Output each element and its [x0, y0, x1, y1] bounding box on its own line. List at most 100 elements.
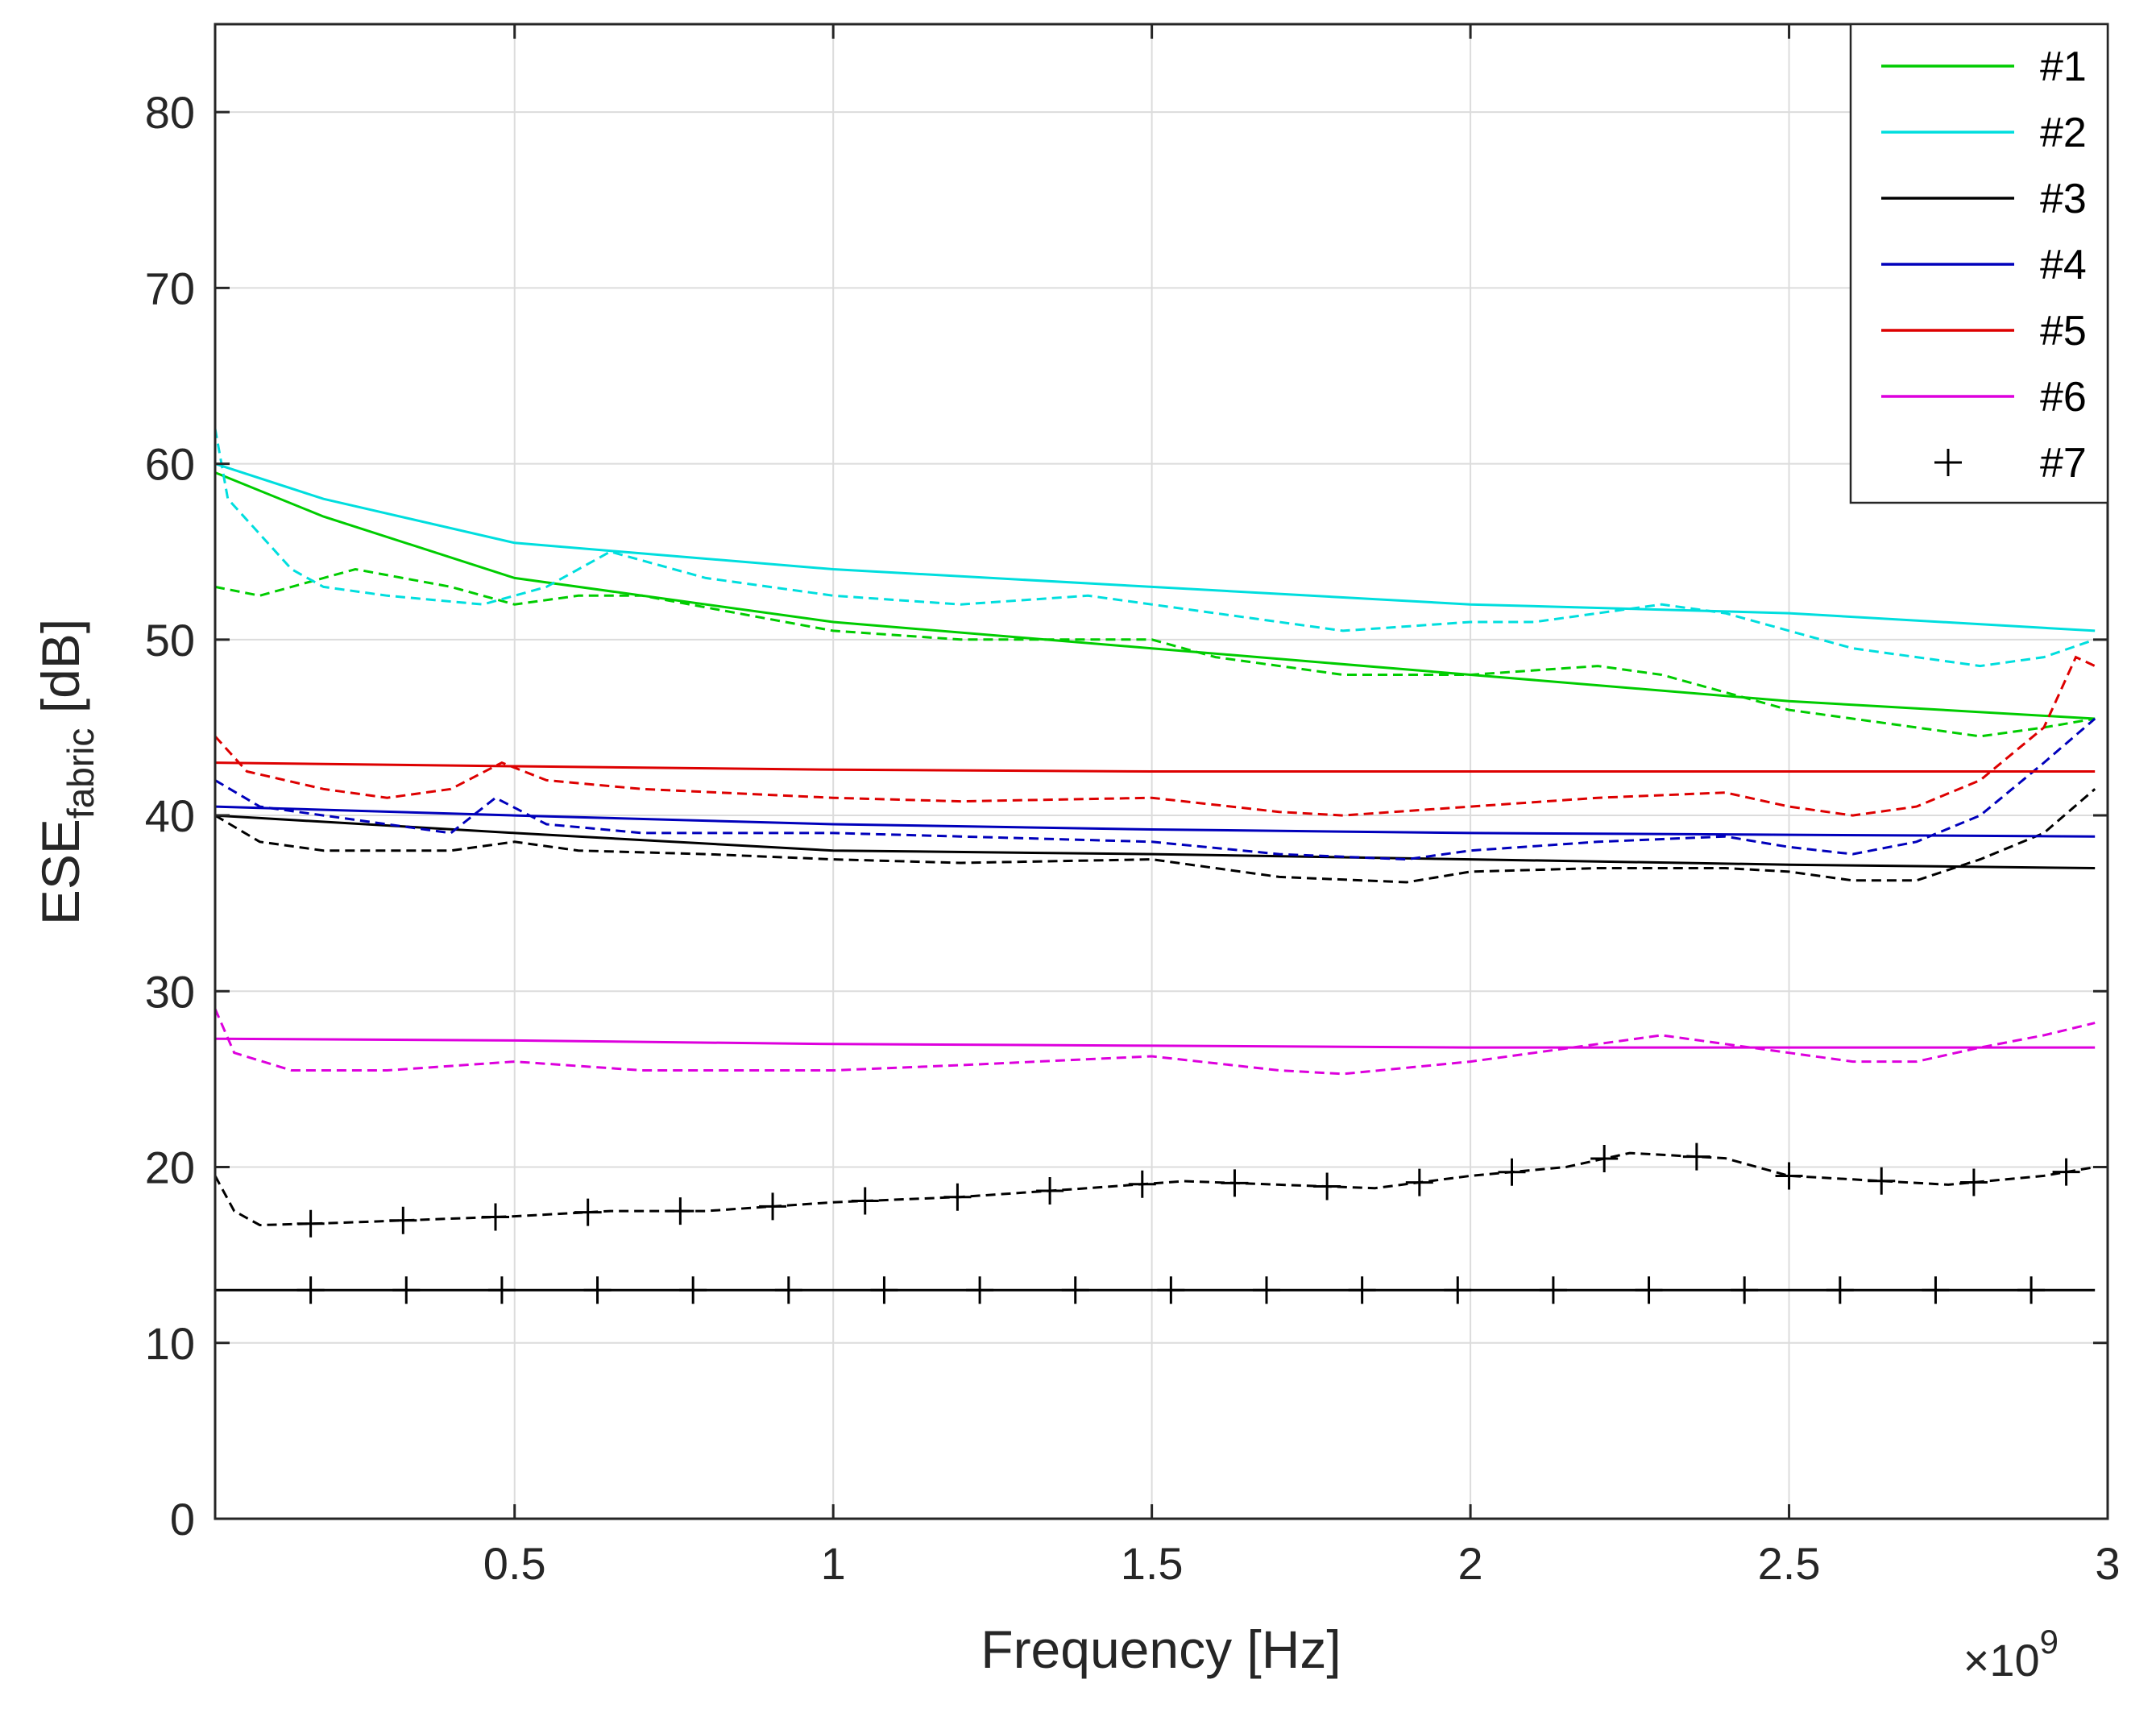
series-7-measured-marker [1959, 1168, 1988, 1196]
legend-label: #4 [2040, 242, 2087, 288]
series-5 [214, 655, 2096, 817]
series-7-measured-marker [389, 1206, 417, 1234]
x-tick-label: 0.5 [483, 1538, 546, 1589]
y-label-subscript: fabric [60, 728, 102, 819]
series-1-measured-line [214, 567, 2096, 738]
series-7-measured-marker [296, 1209, 325, 1238]
series-7-model-marker [2017, 1276, 2046, 1304]
series-7-model-marker [1826, 1276, 1854, 1304]
series-7-measured-marker [574, 1198, 602, 1226]
series-7-measured-marker [851, 1187, 879, 1215]
legend-item: #1 [1881, 44, 2087, 90]
series-7-measured-marker [1128, 1170, 1156, 1198]
legend-item: #5 [1881, 308, 2087, 355]
legend-plus-marker [1934, 449, 1962, 476]
x-tick-label: 2 [1458, 1538, 1483, 1589]
legend-label: #2 [2040, 110, 2087, 156]
series-layer [214, 428, 2096, 1304]
y-axis-label: ESEfabric [dB] [31, 619, 102, 925]
legend-item: #6 [1881, 374, 2087, 421]
legend-item: #2 [1881, 110, 2087, 156]
y-label-main: ESE [31, 819, 90, 925]
legend-label: #5 [2040, 308, 2087, 355]
legend: #1 #2 #3 #4 #5 #6 #7 [1849, 23, 2109, 504]
series-6-measured-line [214, 1008, 2096, 1076]
series-7-measured-marker [1313, 1172, 1341, 1200]
series-7-measured-marker [2052, 1158, 2080, 1186]
series-7-model-marker [1061, 1276, 1089, 1304]
y-tick-label: 20 [145, 1142, 195, 1193]
series-2-model-line [214, 462, 2096, 632]
series-7-model-marker [1539, 1276, 1567, 1304]
series-7-model-marker [1157, 1276, 1185, 1304]
series-7-model-marker [1348, 1276, 1376, 1304]
y-tick-label: 80 [145, 87, 195, 138]
x-axis-label: Frequency [Hz] [981, 1619, 1341, 1679]
series-7-measured-marker [1036, 1176, 1064, 1205]
series-7-model-marker [1922, 1276, 1950, 1304]
series-7-measured-marker [1682, 1142, 1710, 1171]
series-7-model-marker [1635, 1276, 1663, 1304]
legend-entries: #1 #2 #3 #4 #5 #6 #7 [1881, 44, 2087, 487]
series-7-measured-marker [1590, 1145, 1619, 1173]
x-tick-label: 3 [2095, 1538, 2120, 1589]
series-7-model-marker [679, 1276, 707, 1304]
series-7-model-marker [487, 1276, 516, 1304]
series-1 [214, 471, 2096, 738]
y-tick-label: 30 [145, 966, 195, 1017]
plot-area-border [214, 23, 2109, 1520]
series-5-model-line [214, 761, 2096, 773]
series-7-measured-marker [1498, 1158, 1526, 1186]
series-7-measured-marker [482, 1203, 509, 1231]
series-7-model-marker [870, 1276, 898, 1304]
legend-label: #3 [2040, 176, 2087, 222]
y-tick-label: 40 [145, 790, 195, 841]
series-7-model-marker [1731, 1276, 1759, 1304]
series-3-measured-line [214, 788, 2096, 884]
series-4-measured-line [214, 717, 2096, 861]
series-3 [214, 788, 2096, 884]
y-tick-label: 60 [145, 439, 195, 490]
series-7-model-marker [1253, 1276, 1280, 1304]
series-3-model-line [214, 814, 2096, 869]
series-7-measured-marker [759, 1192, 787, 1221]
legend-item: #7 [1934, 440, 2087, 487]
y-tick-label: 10 [145, 1318, 195, 1369]
series-7-measured-marker [943, 1183, 972, 1211]
legend-label: #7 [2040, 440, 2087, 487]
legend-label: #1 [2040, 44, 2087, 90]
series-2 [214, 428, 2096, 668]
legend-item: #4 [1881, 242, 2087, 288]
x-tick-label: 1 [821, 1538, 846, 1589]
series-7-model-marker [392, 1276, 421, 1304]
y-tick-label: 50 [145, 615, 195, 666]
series-7-model-marker [296, 1276, 325, 1304]
legend-label: #6 [2040, 374, 2087, 421]
series-7-measured-line [214, 1151, 2096, 1227]
series-7-model-marker [1444, 1276, 1472, 1304]
x-exponent-base: ×10 [1963, 1635, 2040, 1686]
series-7-model-marker [966, 1276, 994, 1304]
x-tick-label: 2.5 [1758, 1538, 1821, 1589]
series-7-measured-marker [1405, 1168, 1433, 1196]
series-7 [214, 1142, 2096, 1304]
y-label-unit [31, 713, 90, 728]
series-4 [214, 717, 2096, 861]
x-axis-exponent: ×109 [1963, 1623, 2059, 1686]
x-exponent-power: 9 [2040, 1623, 2059, 1661]
series-6 [214, 1008, 2096, 1076]
x-tick-label: 1.5 [1121, 1538, 1184, 1589]
series-7-measured-marker [666, 1197, 694, 1225]
legend-item: #3 [1881, 176, 2087, 222]
series-7-measured-marker [1868, 1167, 1896, 1195]
series-7-measured-marker [1775, 1162, 1803, 1190]
series-5-measured-line [214, 655, 2096, 817]
series-2-measured-line [214, 428, 2096, 668]
series-1-model-line [214, 471, 2096, 720]
y-label-unit-text: [dB] [31, 619, 90, 713]
series-6-model-line [214, 1037, 2096, 1049]
series-7-model-marker [583, 1276, 612, 1304]
series-4-model-line [214, 805, 2096, 838]
